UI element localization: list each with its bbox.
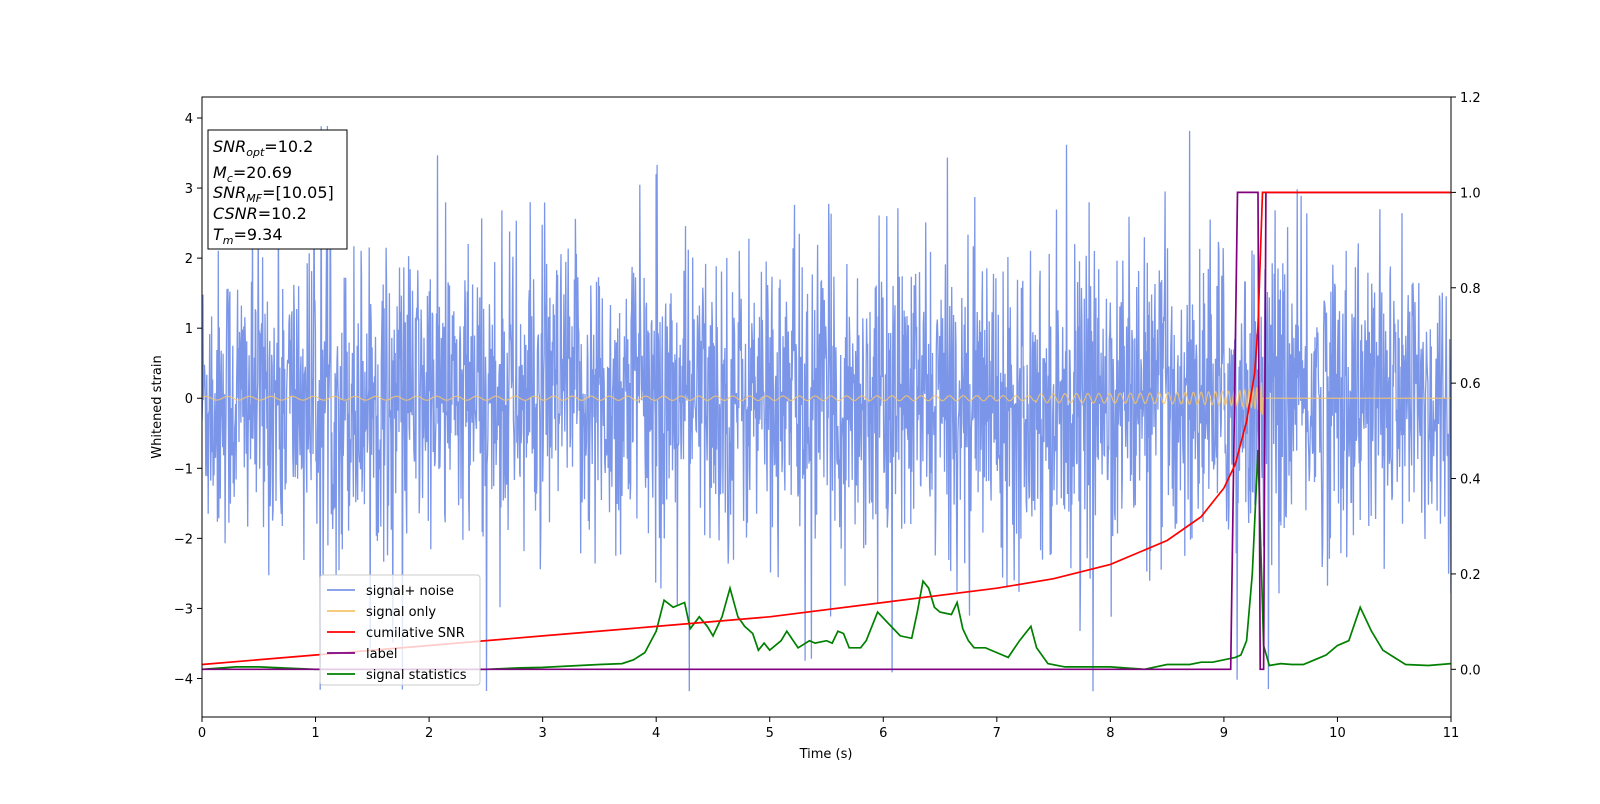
svg-text:Tm=9.34: Tm=9.34: [213, 225, 283, 247]
x-tick-label: 2: [425, 726, 433, 741]
svg-text:CSNR=10.2: CSNR=10.2: [213, 204, 307, 223]
cumulative-snr-line: [202, 191, 1451, 666]
legend-label: label: [366, 647, 397, 662]
signal-statistics-line: [202, 449, 1451, 671]
x-axis-label: Time (s): [799, 747, 853, 762]
legend: signal+ noise signal only cumilative SNR la…: [319, 574, 481, 686]
x-tick-label: 5: [766, 726, 774, 741]
csnr-value: =10.2: [258, 204, 307, 223]
y-right-tick-label: 0.4: [1460, 473, 1481, 488]
signal-only-series: [202, 382, 1451, 415]
svg-text:SNRopt=10.2: SNRopt=10.2: [213, 137, 313, 159]
x-tick-label: 4: [652, 726, 660, 741]
signal-noise-series: [202, 125, 1451, 692]
y-right-tick-label: 1.2: [1460, 91, 1481, 106]
y-left-tick-label: −2: [174, 532, 193, 547]
y-left-axis-ticks: 4 3 2 1 0 −1 −2 −3 −4: [174, 112, 202, 687]
legend-label: signal+ noise: [366, 584, 454, 599]
right-axis-series: [202, 191, 1451, 671]
y-left-tick-label: −3: [174, 602, 193, 617]
y-left-tick-label: −4: [174, 672, 193, 687]
y-right-tick-label: 1.0: [1460, 186, 1481, 201]
x-tick-label: 1: [311, 726, 319, 741]
y-left-tick-label: 1: [185, 322, 193, 337]
x-tick-label: 3: [538, 726, 546, 741]
snr-opt-value: =10.2: [264, 137, 313, 156]
y-right-tick-label: 0.8: [1460, 282, 1481, 297]
legend-label: cumilative SNR: [366, 626, 465, 641]
y-left-tick-label: 4: [185, 112, 193, 127]
y-left-tick-label: 0: [185, 392, 193, 407]
x-tick-label: 11: [1443, 726, 1460, 741]
x-tick-label: 6: [879, 726, 887, 741]
legend-label: signal statistics: [366, 668, 467, 683]
y-axis-label: Whitened strain: [150, 355, 165, 458]
snr-mf-value: =[10.05]: [262, 183, 334, 202]
mc-value: =20.69: [233, 163, 292, 182]
y-left-tick-label: −1: [174, 462, 193, 477]
svg-text:Mc=20.69: Mc=20.69: [213, 163, 292, 185]
y-right-axis-ticks: 1.2 1.0 0.8 0.6 0.4 0.2 0.0: [1451, 91, 1481, 678]
tm-value: =9.34: [234, 225, 283, 244]
x-tick-label: 8: [1106, 726, 1114, 741]
label-line: [202, 191, 1451, 671]
signal-noise-line: [202, 125, 1451, 692]
x-tick-label: 10: [1329, 726, 1346, 741]
y-right-tick-label: 0.6: [1460, 377, 1481, 392]
signal-only-line: [202, 382, 1451, 415]
y-right-tick-label: 0.0: [1460, 663, 1481, 678]
x-tick-label: 9: [1220, 726, 1228, 741]
legend-label: signal only: [366, 605, 436, 620]
x-tick-label: 7: [993, 726, 1001, 741]
y-left-tick-label: 3: [185, 182, 193, 197]
y-left-tick-label: 2: [185, 252, 193, 267]
y-right-tick-label: 0.2: [1460, 568, 1481, 583]
x-axis-ticks: 0 1 2 3 4 5 6 7 8 9 10 11: [198, 717, 1459, 741]
svg-text:SNRMF=[10.05]: SNRMF=[10.05]: [213, 183, 334, 205]
x-tick-label: 0: [198, 726, 206, 741]
plot-frame: [201, 96, 1452, 718]
info-box: SNRopt=10.2 Mc=20.69 SNRMF=[10.05] CSNR=…: [207, 129, 348, 250]
